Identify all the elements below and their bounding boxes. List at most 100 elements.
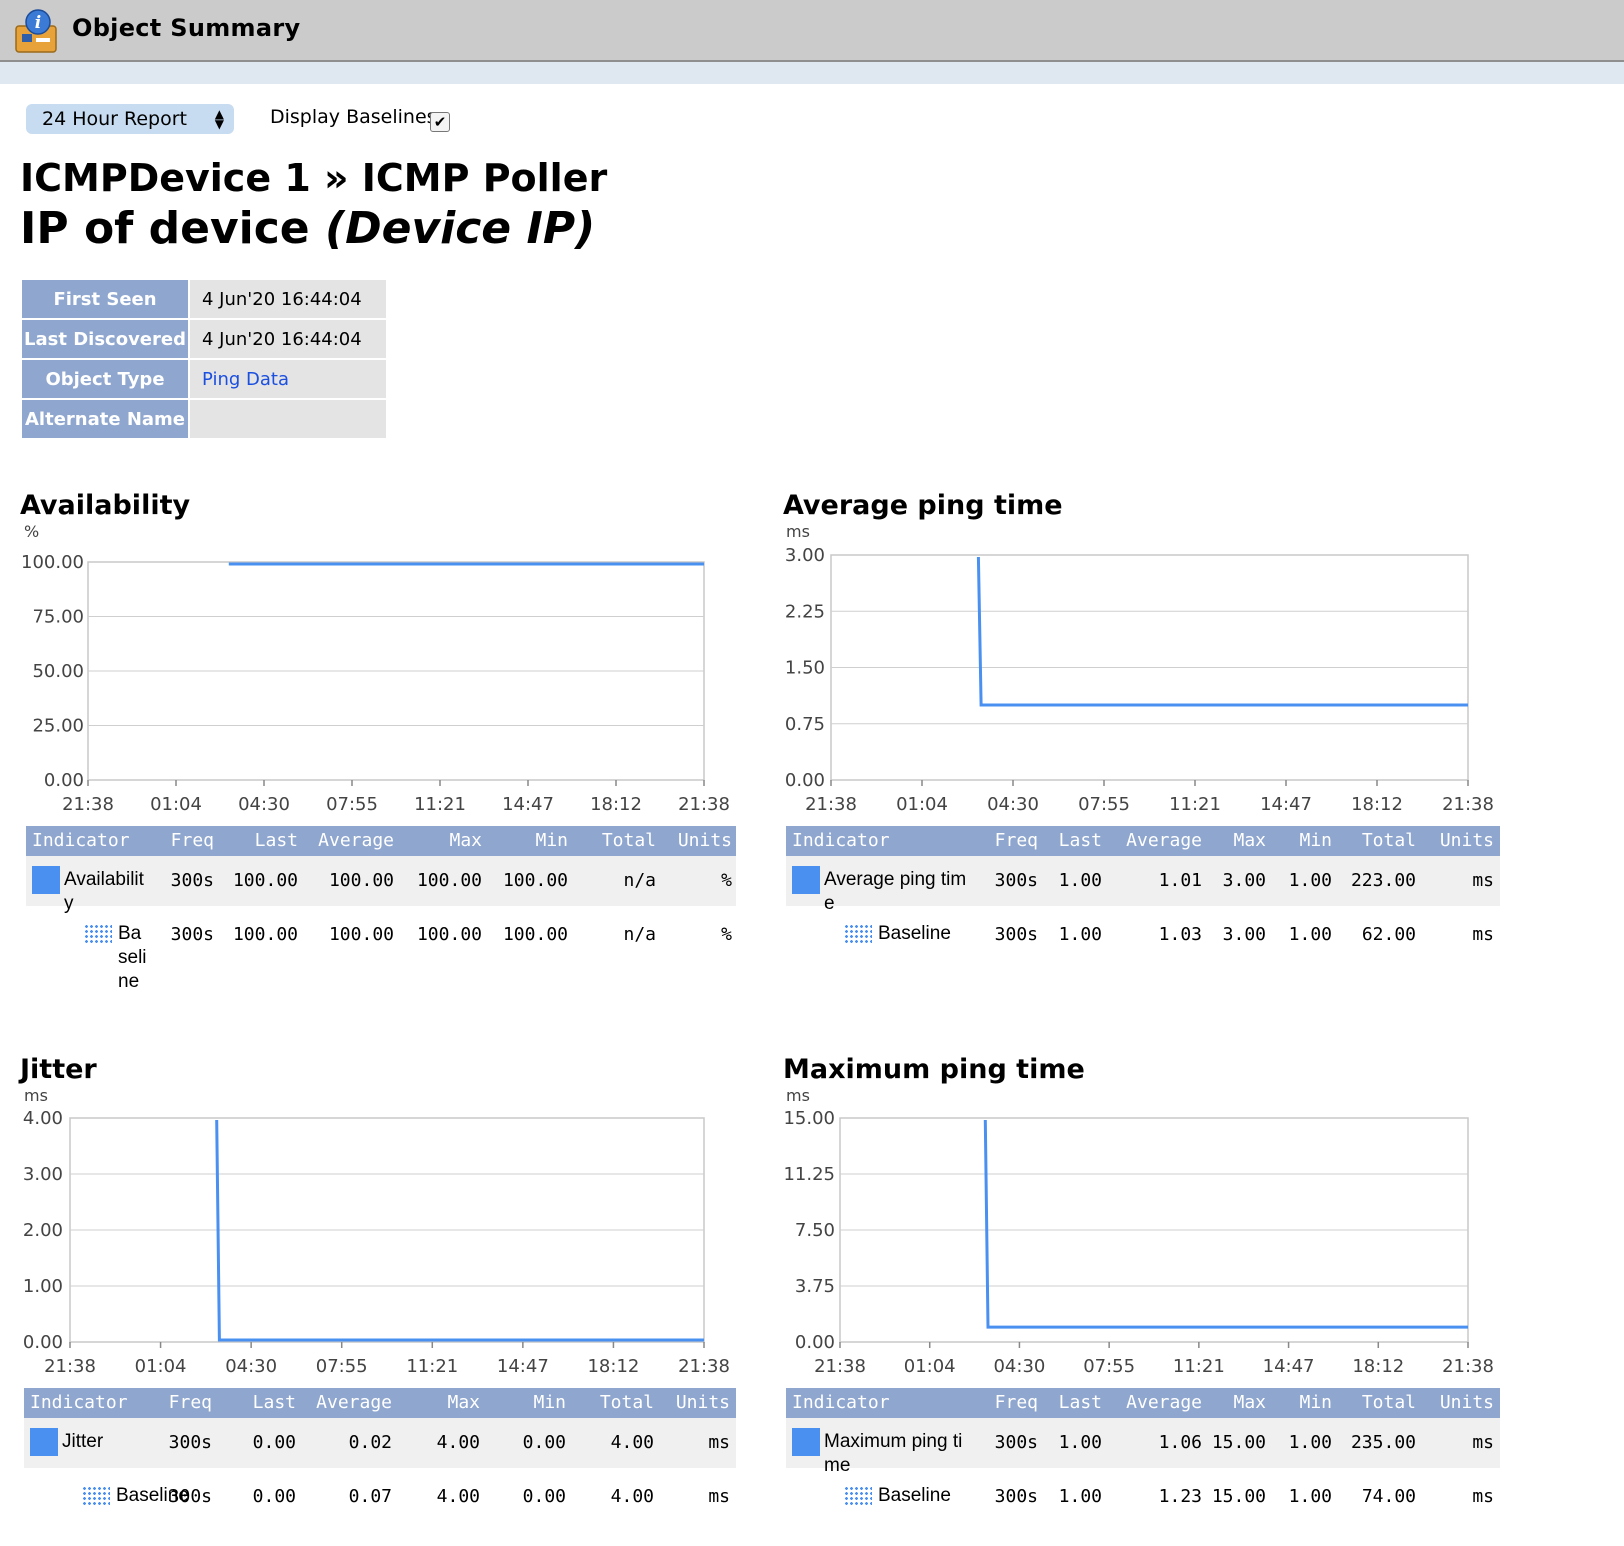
indicator-name: Baseline bbox=[878, 923, 951, 944]
indicator-name: Availability bbox=[64, 869, 144, 914]
svg-text:i: i bbox=[35, 13, 41, 33]
stats-value-total: 223.00 bbox=[1350, 870, 1416, 891]
series-legend-icon bbox=[792, 1428, 820, 1456]
info-row-last-discovered: Last Discovered 4 Jun'20 16:44:04 bbox=[22, 320, 386, 358]
x-tick-label: 07:55 bbox=[316, 1356, 368, 1377]
stats-value-last: 100.00 bbox=[232, 870, 298, 891]
stats-value-max: 100.00 bbox=[416, 924, 482, 945]
display-baselines-label: Display Baselines bbox=[270, 106, 437, 128]
display-baselines-checkbox[interactable]: ✔ bbox=[430, 112, 450, 132]
y-tick-label: 3.00 bbox=[23, 1164, 63, 1185]
y-axis-unit: ms bbox=[24, 1086, 48, 1105]
y-tick-label: 1.50 bbox=[785, 658, 825, 679]
stats-value-last: 1.00 bbox=[1058, 1486, 1102, 1507]
stats-value-min: 1.00 bbox=[1288, 1432, 1332, 1453]
info-value: 4 Jun'20 16:44:04 bbox=[190, 320, 386, 358]
stats-value-min: 0.00 bbox=[522, 1486, 566, 1507]
info-row-alternate-name: Alternate Name bbox=[22, 400, 386, 438]
x-tick-label: 18:12 bbox=[1351, 794, 1403, 815]
x-tick-label: 21:38 bbox=[814, 1356, 866, 1377]
y-tick-label: 1.00 bbox=[23, 1276, 63, 1297]
stats-value-freq: 300s bbox=[994, 870, 1038, 891]
column-header: Units bbox=[1439, 830, 1494, 851]
column-header: Min bbox=[1299, 830, 1332, 851]
x-tick-label: 11:21 bbox=[414, 794, 466, 815]
x-tick-label: 04:30 bbox=[993, 1356, 1045, 1377]
info-row-first-seen: First Seen 4 Jun'20 16:44:04 bbox=[22, 280, 386, 318]
y-tick-label: 50.00 bbox=[32, 661, 84, 682]
indicator-name: Maximum ping time bbox=[824, 1431, 963, 1476]
stats-value-units: ms bbox=[1472, 1486, 1494, 1507]
column-header: Units bbox=[675, 1392, 730, 1413]
x-tick-label: 11:21 bbox=[406, 1356, 458, 1377]
column-header: Average bbox=[318, 830, 394, 851]
chart-title: Maximum ping time bbox=[783, 1054, 1085, 1085]
select-arrows-icon: ▲ ▼ bbox=[214, 107, 224, 131]
device-ip-heading: IP of device (Device IP) bbox=[20, 203, 595, 254]
object-heading: ICMPDevice 1 » ICMP Poller bbox=[20, 156, 608, 200]
stats-value-average: 100.00 bbox=[328, 924, 394, 945]
stats-value-average: 100.00 bbox=[328, 870, 394, 891]
x-tick-label: 11:21 bbox=[1173, 1356, 1225, 1377]
stats-value-min: 100.00 bbox=[502, 870, 568, 891]
x-tick-label: 18:12 bbox=[590, 794, 642, 815]
info-value bbox=[190, 400, 386, 438]
series-legend-icon bbox=[32, 866, 60, 894]
info-label: Object Type bbox=[22, 360, 188, 398]
column-header: Last bbox=[254, 830, 298, 851]
stats-value-freq: 300s bbox=[994, 924, 1038, 945]
stats-value-max: 100.00 bbox=[416, 870, 482, 891]
x-tick-label: 21:38 bbox=[805, 794, 857, 815]
stats-value-average: 0.02 bbox=[348, 1432, 392, 1453]
stats-value-last: 0.00 bbox=[252, 1432, 296, 1453]
info-icon: i bbox=[15, 9, 57, 53]
x-tick-label: 01:04 bbox=[150, 794, 202, 815]
x-tick-label: 14:47 bbox=[497, 1356, 549, 1377]
indicator-name: Average ping time bbox=[824, 869, 967, 914]
stats-value-units: ms bbox=[1472, 870, 1494, 891]
indicator-name: Jitter bbox=[62, 1431, 104, 1452]
stats-value-max: 15.00 bbox=[1211, 1432, 1266, 1453]
stats-value-total: n/a bbox=[623, 924, 656, 945]
y-tick-label: 75.00 bbox=[32, 607, 84, 628]
y-tick-label: 0.00 bbox=[795, 1332, 835, 1353]
stats-header: Indicator Freq Last Average Max Min Total Units bbox=[786, 826, 1500, 856]
stats-value-average: 0.07 bbox=[348, 1486, 392, 1507]
column-header: Average bbox=[1126, 1392, 1202, 1413]
y-tick-label: 11.25 bbox=[783, 1164, 835, 1185]
column-header: Freq bbox=[994, 1392, 1038, 1413]
stats-value-units: ms bbox=[708, 1486, 730, 1507]
chart-title: Average ping time bbox=[783, 490, 1063, 521]
stats-value-total: 4.00 bbox=[610, 1432, 654, 1453]
column-header: Min bbox=[535, 830, 568, 851]
report-period-select[interactable]: 24 Hour Report ▲ ▼ bbox=[26, 104, 234, 134]
title-bar-shadow bbox=[0, 62, 1624, 84]
title-bar: i Object Summary bbox=[0, 0, 1624, 62]
y-tick-label: 25.00 bbox=[32, 716, 84, 737]
baseline-legend-icon bbox=[844, 924, 872, 944]
x-tick-label: 14:47 bbox=[1263, 1356, 1315, 1377]
stats-row bbox=[24, 1418, 736, 1468]
object-type-link[interactable]: Ping Data bbox=[202, 368, 289, 390]
stats-header: Indicator Freq Last Average Max Min Total Units bbox=[24, 1388, 736, 1418]
x-tick-label: 14:47 bbox=[1260, 794, 1312, 815]
x-tick-label: 21:38 bbox=[1442, 1356, 1494, 1377]
x-tick-label: 07:55 bbox=[326, 794, 378, 815]
series-line bbox=[215, 1119, 704, 1342]
column-header: Indicator bbox=[792, 1392, 890, 1413]
baseline-legend-icon bbox=[844, 1486, 872, 1506]
stats-header: Indicator Freq Last Average Max Min Total Units bbox=[26, 826, 736, 856]
column-header: Max bbox=[449, 830, 482, 851]
object-info-table: First Seen 4 Jun'20 16:44:04 Last Discove… bbox=[20, 278, 388, 440]
column-header: Last bbox=[1058, 830, 1102, 851]
stats-value-average: 1.03 bbox=[1158, 924, 1202, 945]
column-header: Freq bbox=[170, 830, 214, 851]
indicator-name: Baseline bbox=[116, 1485, 189, 1506]
series-line bbox=[983, 1119, 1468, 1329]
column-header: Indicator bbox=[32, 830, 130, 851]
stats-value-average: 1.06 bbox=[1158, 1432, 1202, 1453]
column-header: Total bbox=[601, 830, 656, 851]
